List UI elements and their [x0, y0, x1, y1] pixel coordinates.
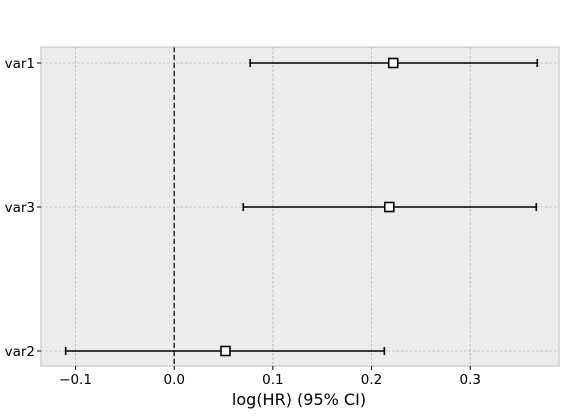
x-tick-label: 0.2 — [361, 372, 382, 388]
x-tick-label: 0.0 — [163, 372, 184, 388]
point-estimate-marker — [220, 345, 231, 357]
point-estimate-marker — [387, 57, 399, 69]
estimates — [64, 57, 539, 357]
estimate-row-var1 — [249, 57, 539, 69]
y-tick-label: var3 — [5, 200, 35, 216]
x-tick-label: −0.1 — [59, 372, 92, 388]
point-estimate-marker — [383, 201, 395, 213]
x-tick-label: 0.3 — [459, 372, 480, 388]
estimate-row-var2 — [64, 345, 386, 357]
estimate-row-var3 — [242, 201, 538, 213]
y-tick-label: var1 — [5, 56, 35, 72]
x-tick-label: 0.1 — [262, 372, 283, 388]
x-axis-label: log(HR) (95% CI) — [232, 390, 366, 409]
y-tick-label: var2 — [5, 344, 35, 360]
axes: −0.1 0.0 0.1 0.2 0.3 var1 var3 var2 — [5, 56, 481, 388]
